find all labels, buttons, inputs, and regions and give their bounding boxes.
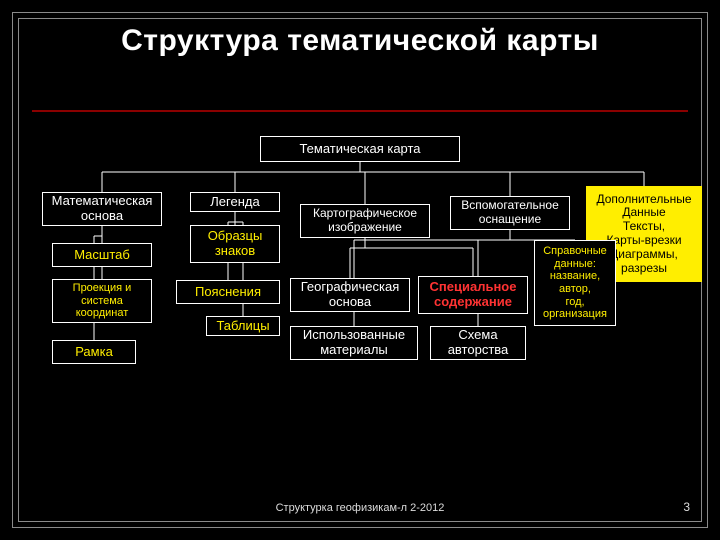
node-special: Специальное содержание xyxy=(418,276,528,314)
page-title: Структура тематической карты xyxy=(0,26,720,56)
footer-text: Структурка геофизикам-л 2-2012 xyxy=(0,502,720,514)
node-math: Математическая основа xyxy=(42,192,162,226)
node-ref: Справочные данные: название, автор, год,… xyxy=(534,240,616,326)
node-used: Использованные материалы xyxy=(290,326,418,360)
title-underline xyxy=(32,110,688,112)
node-expl: Пояснения xyxy=(176,280,280,304)
node-geo: Географическая основа xyxy=(290,278,410,312)
node-aux: Вспомогательное оснащение xyxy=(450,196,570,230)
node-proj: Проекция и система координат xyxy=(52,279,152,323)
page-number: 3 xyxy=(683,500,690,514)
node-root: Тематическая карта xyxy=(260,136,460,162)
node-frame: Рамка xyxy=(52,340,136,364)
node-tables: Таблицы xyxy=(206,316,280,336)
node-samples: Образцы знаков xyxy=(190,225,280,263)
node-auth: Схема авторства xyxy=(430,326,526,360)
node-carto: Картографическое изображение xyxy=(300,204,430,238)
node-legend: Легенда xyxy=(190,192,280,212)
node-scale: Масштаб xyxy=(52,243,152,267)
